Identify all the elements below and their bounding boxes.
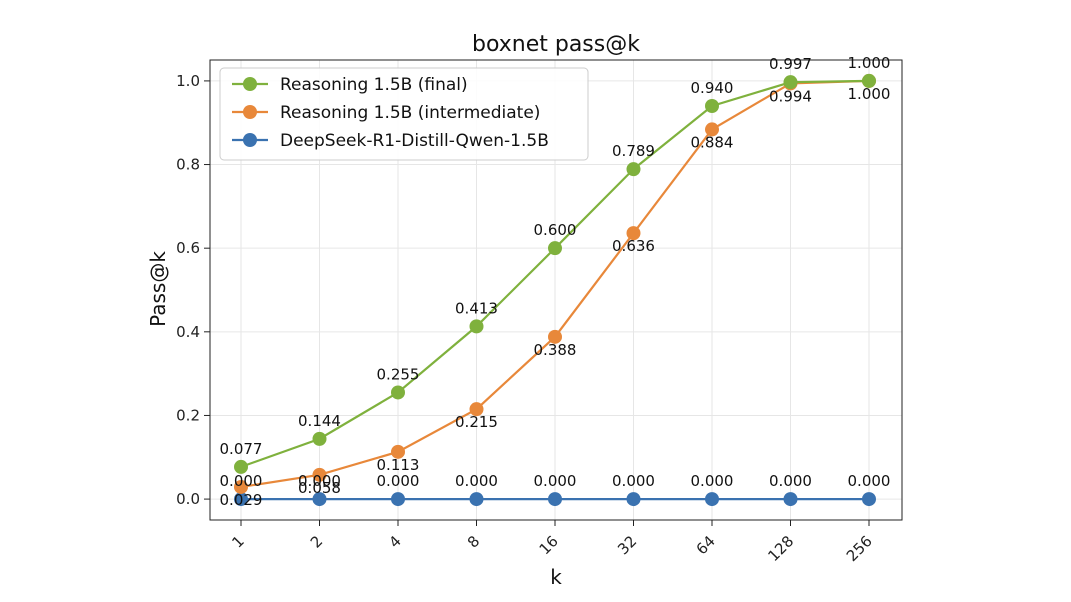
data-point (469, 402, 484, 417)
data-label: 0.255 (377, 365, 420, 383)
x-tick-label: 64 (693, 532, 719, 558)
x-tick-label: 128 (764, 532, 797, 565)
data-point (312, 492, 327, 507)
x-tick-label: 2 (307, 532, 326, 551)
y-axis-label: Pass@k (146, 251, 170, 327)
data-label: 0.000 (455, 472, 498, 490)
y-tick-label: 0.6 (176, 239, 200, 257)
data-point (548, 241, 562, 256)
data-label: 0.077 (220, 440, 263, 458)
data-point (783, 492, 798, 507)
legend-label: Reasoning 1.5B (final) (280, 75, 468, 95)
data-point (862, 492, 876, 507)
data-label: 0.000 (377, 472, 420, 490)
data-label: 0.000 (848, 472, 891, 490)
data-point (548, 492, 562, 507)
data-label: 0.215 (455, 413, 498, 431)
data-point (469, 319, 484, 334)
data-label: 0.113 (377, 456, 420, 474)
data-point (705, 492, 719, 507)
data-label: 0.029 (220, 491, 263, 509)
data-point (312, 431, 327, 446)
x-tick-label: 256 (843, 532, 876, 565)
series-layer (234, 73, 876, 507)
data-label: 0.789 (612, 142, 655, 160)
data-label: 0.388 (534, 341, 577, 359)
data-label: 0.058 (298, 479, 341, 497)
data-label: 1.000 (848, 85, 891, 103)
data-label: 0.940 (691, 79, 734, 97)
data-label: 0.997 (769, 55, 812, 73)
data-point (391, 444, 405, 459)
series-0 (234, 73, 876, 474)
data-point (626, 226, 641, 241)
data-label: 0.994 (769, 87, 812, 105)
data-point (391, 492, 405, 507)
data-point (626, 162, 641, 177)
plot-frame (209, 59, 903, 521)
legend-label: DeepSeek-R1-Distill-Qwen-1.5B (280, 131, 549, 151)
legend-box (219, 67, 589, 161)
y-tick-label: 0.8 (176, 156, 200, 174)
y-tick-label: 0.4 (176, 323, 200, 341)
y-tick-label: 0.0 (176, 490, 200, 508)
data-point (862, 73, 876, 88)
x-tick-label: 32 (614, 532, 640, 558)
data-label: 0.413 (455, 299, 498, 317)
data-point (234, 459, 248, 474)
data-label: 1.000 (848, 54, 891, 72)
legend-marker (243, 105, 257, 119)
data-point (548, 329, 562, 344)
data-point (469, 492, 484, 507)
data-label: 0.000 (298, 472, 341, 490)
series-2 (234, 492, 876, 507)
x-tick-label: 16 (536, 532, 562, 558)
legend-marker (243, 133, 257, 147)
data-point (391, 385, 405, 400)
legend: Reasoning 1.5B (final) Reasoning 1.5B (in… (219, 67, 589, 161)
data-point (234, 479, 248, 494)
data-label: 0.000 (691, 472, 734, 490)
data-point (705, 122, 719, 137)
x-axis-label: k (550, 565, 562, 589)
chart-title: boxnet pass@k (472, 32, 640, 57)
x-tick-label: 4 (385, 532, 404, 551)
y-tick-label: 0.2 (176, 406, 200, 424)
data-label: 0.000 (220, 472, 263, 490)
data-point (705, 99, 719, 113)
data-label: 0.144 (298, 412, 341, 430)
data-point (626, 492, 641, 507)
data-label: 0.636 (612, 237, 655, 255)
data-labels: 0.077 0.144 0.255 0.413 0.600 0.789 0.940 0.997… (220, 54, 891, 509)
x-tick-label: 1 (228, 532, 247, 551)
y-tick-label: 1.0 (176, 72, 200, 90)
data-label: 0.000 (769, 472, 812, 490)
data-point (312, 467, 327, 482)
data-point (234, 492, 248, 507)
legend-marker (243, 77, 257, 91)
x-tick-label: 8 (464, 532, 483, 551)
data-label: 0.600 (534, 221, 577, 239)
data-label: 0.884 (691, 133, 734, 151)
data-point (783, 75, 798, 90)
legend-label: Reasoning 1.5B (intermediate) (280, 103, 540, 123)
data-label: 0.000 (612, 472, 655, 490)
data-label: 0.000 (534, 472, 577, 490)
